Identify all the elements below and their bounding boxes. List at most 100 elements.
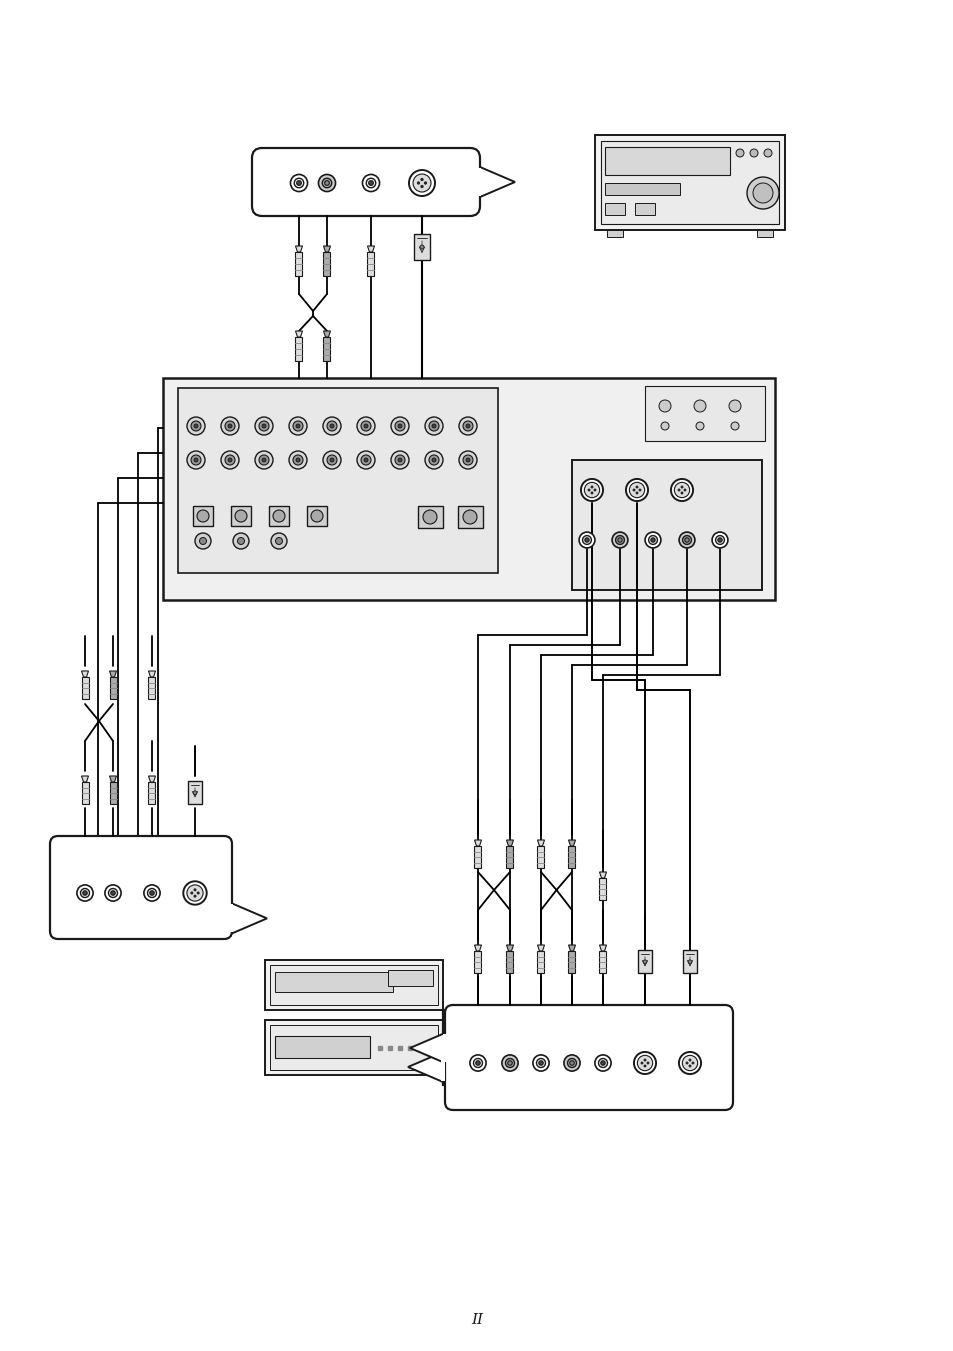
Circle shape — [688, 1059, 690, 1061]
Circle shape — [429, 455, 438, 465]
Circle shape — [688, 1065, 690, 1067]
Bar — [606, 230, 622, 236]
Bar — [274, 971, 393, 992]
Circle shape — [752, 182, 772, 203]
Circle shape — [501, 1055, 517, 1071]
Circle shape — [262, 424, 266, 428]
Bar — [598, 878, 606, 900]
Circle shape — [191, 455, 201, 465]
Polygon shape — [367, 246, 375, 253]
Circle shape — [360, 422, 371, 431]
Circle shape — [193, 889, 196, 890]
Circle shape — [391, 451, 409, 469]
Bar — [149, 782, 155, 804]
Bar — [414, 234, 430, 259]
Polygon shape — [598, 944, 606, 951]
Circle shape — [625, 480, 647, 501]
Circle shape — [634, 1052, 656, 1074]
Circle shape — [413, 174, 431, 192]
Circle shape — [311, 509, 323, 521]
Circle shape — [633, 489, 635, 490]
Circle shape — [590, 492, 593, 494]
Bar — [635, 203, 655, 215]
Polygon shape — [295, 246, 302, 253]
Bar — [367, 253, 375, 276]
Circle shape — [318, 174, 335, 192]
Bar — [537, 951, 544, 973]
FancyBboxPatch shape — [50, 836, 232, 939]
Circle shape — [275, 538, 282, 544]
Polygon shape — [479, 168, 515, 197]
Circle shape — [580, 480, 602, 501]
Bar — [193, 507, 213, 526]
Circle shape — [225, 455, 234, 465]
Circle shape — [289, 451, 307, 469]
Circle shape — [368, 181, 373, 185]
Circle shape — [221, 417, 239, 435]
Bar — [307, 507, 327, 526]
Circle shape — [680, 492, 682, 494]
Circle shape — [411, 978, 418, 985]
Polygon shape — [506, 840, 513, 846]
Circle shape — [612, 532, 627, 549]
Circle shape — [476, 1061, 479, 1065]
Circle shape — [424, 417, 442, 435]
Circle shape — [563, 1055, 579, 1071]
Circle shape — [642, 961, 646, 963]
Circle shape — [187, 451, 205, 469]
Polygon shape — [474, 840, 481, 846]
Circle shape — [458, 417, 476, 435]
Bar — [265, 1020, 442, 1075]
Circle shape — [262, 458, 266, 462]
Circle shape — [629, 482, 644, 497]
Circle shape — [684, 538, 688, 542]
Circle shape — [646, 1062, 648, 1065]
Circle shape — [364, 458, 368, 462]
Circle shape — [730, 422, 739, 430]
Circle shape — [234, 509, 247, 521]
Circle shape — [424, 451, 442, 469]
Polygon shape — [149, 671, 155, 677]
Circle shape — [728, 400, 740, 412]
Circle shape — [507, 1061, 512, 1065]
Circle shape — [187, 885, 203, 901]
Circle shape — [685, 1062, 687, 1065]
Circle shape — [362, 174, 379, 192]
Circle shape — [295, 424, 299, 428]
Bar — [388, 970, 433, 986]
Polygon shape — [149, 775, 155, 782]
Bar — [323, 336, 330, 361]
Circle shape — [420, 178, 423, 181]
Circle shape — [637, 1055, 652, 1070]
Bar — [537, 846, 544, 867]
Circle shape — [366, 178, 375, 188]
Circle shape — [228, 458, 232, 462]
Circle shape — [395, 422, 405, 431]
Circle shape — [225, 422, 234, 431]
Circle shape — [254, 451, 273, 469]
Circle shape — [187, 417, 205, 435]
Bar — [110, 782, 116, 804]
Circle shape — [327, 422, 336, 431]
Polygon shape — [295, 331, 302, 336]
Circle shape — [618, 538, 621, 542]
Circle shape — [458, 451, 476, 469]
Circle shape — [680, 486, 682, 488]
Polygon shape — [410, 1034, 444, 1063]
Bar — [231, 507, 251, 526]
Circle shape — [678, 489, 679, 490]
Polygon shape — [568, 840, 575, 846]
Circle shape — [636, 486, 638, 488]
Circle shape — [533, 1055, 549, 1071]
Circle shape — [194, 534, 211, 549]
Circle shape — [111, 890, 115, 896]
Circle shape — [409, 170, 435, 196]
Circle shape — [197, 892, 199, 894]
Circle shape — [567, 1058, 576, 1067]
Circle shape — [228, 424, 232, 428]
Circle shape — [470, 1055, 486, 1071]
Polygon shape — [537, 840, 544, 846]
Bar — [757, 230, 772, 236]
Polygon shape — [537, 944, 544, 951]
Circle shape — [330, 458, 334, 462]
